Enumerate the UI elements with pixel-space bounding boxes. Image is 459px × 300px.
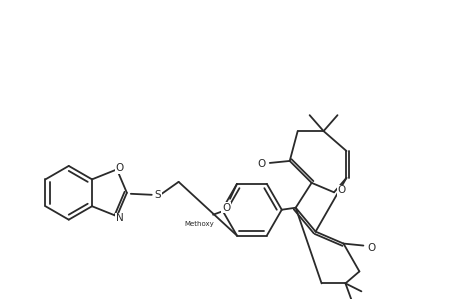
Text: O: O — [116, 164, 124, 173]
Text: O: O — [337, 185, 345, 195]
Text: Methoxy: Methoxy — [184, 221, 213, 227]
Text: O: O — [366, 242, 375, 253]
Text: S: S — [154, 190, 161, 200]
Text: O: O — [221, 203, 230, 213]
Text: N: N — [116, 213, 123, 223]
Text: O: O — [257, 159, 265, 169]
